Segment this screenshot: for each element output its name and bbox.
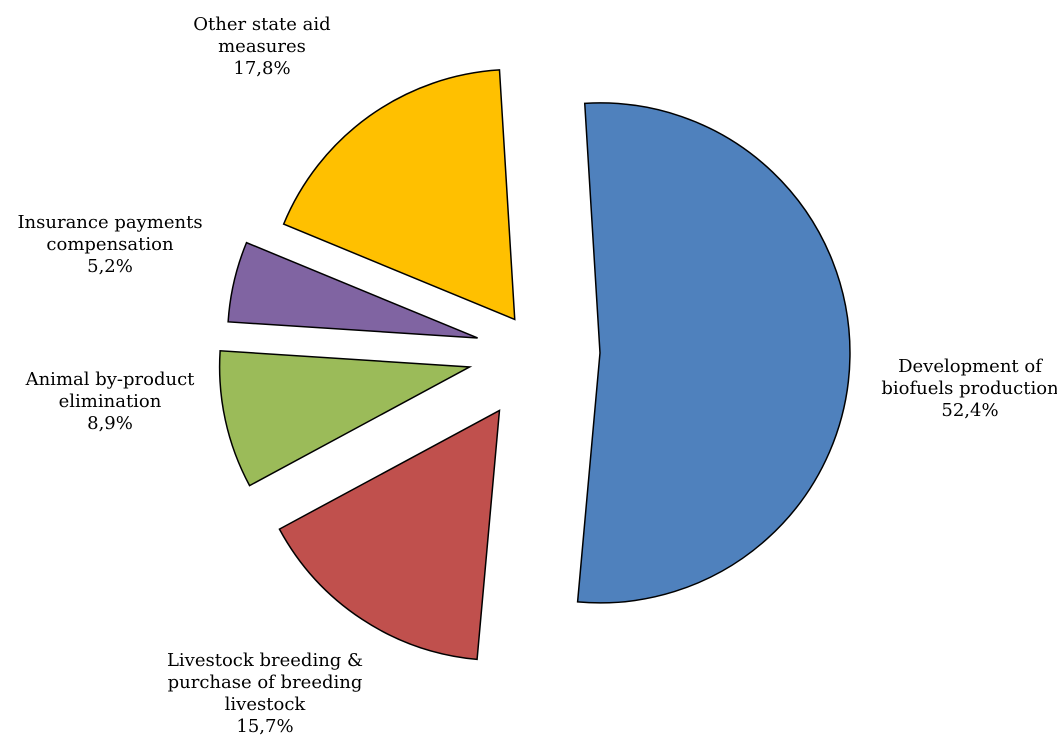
- pie-slice: [576, 102, 851, 604]
- slice-value-label: 15,7%: [236, 716, 293, 737]
- slice-name-label: Other state aid: [193, 14, 330, 35]
- slice-name-label: Insurance payments: [17, 212, 202, 233]
- slice-name-label: measures: [218, 36, 306, 57]
- slice-name-label: biofuels production: [881, 378, 1057, 399]
- slice-name-label: purchase of breeding: [168, 672, 363, 693]
- pie-slice: [282, 69, 516, 321]
- pie-slice: [227, 241, 478, 339]
- slice-value-label: 17,8%: [233, 58, 290, 79]
- pie-slice: [218, 350, 473, 487]
- slice-name-label: Development of: [898, 356, 1043, 377]
- slice-name-label: Animal by-product: [25, 369, 196, 390]
- slice-value-label: 52,4%: [941, 400, 998, 421]
- slice-name-label: livestock: [225, 694, 307, 715]
- pie-slices: [218, 69, 851, 661]
- slice-name-label: Livestock breeding &: [167, 650, 363, 671]
- slice-value-label: 8,9%: [87, 413, 133, 434]
- slice-name-label: elimination: [59, 391, 162, 412]
- slice-name-label: compensation: [46, 234, 174, 255]
- pie-slice: [278, 409, 501, 661]
- slice-value-label: 5,2%: [87, 256, 133, 277]
- slice-label: Livestock breeding &purchase of breeding…: [167, 650, 363, 737]
